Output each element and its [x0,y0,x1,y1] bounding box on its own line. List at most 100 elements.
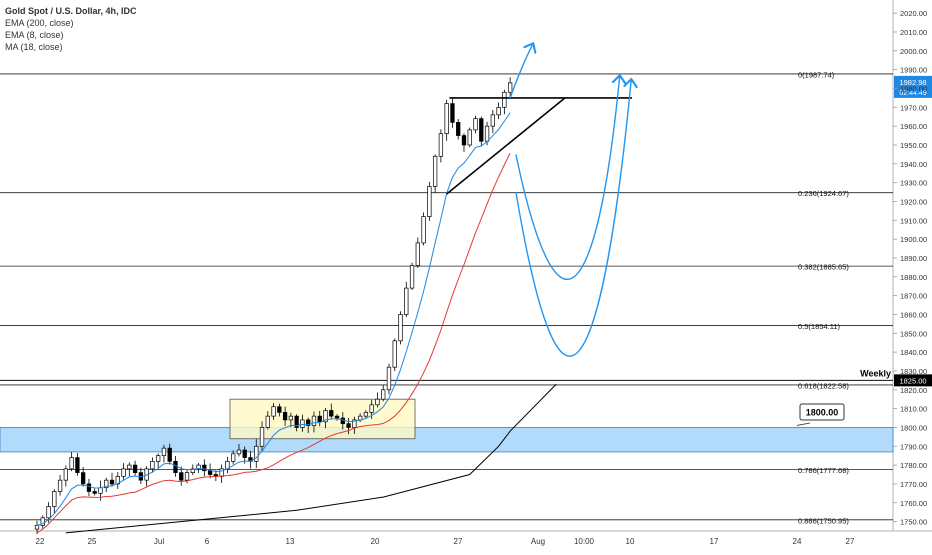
candle-body [317,415,322,423]
y-tick-label: 1770.00 [900,480,927,489]
candle-body [109,479,115,485]
candle-body [444,103,449,135]
candle-body [392,340,397,368]
legend-ma18: MA (18, close) [5,42,63,52]
x-tick-label: 20 [371,537,380,546]
candle-body [259,427,265,447]
candle-body [34,525,40,530]
y-tick-label: 1830.00 [900,367,927,376]
fib-label: 0.5(1854.11) [798,322,840,331]
candle-body [52,491,57,507]
y-tick-label: 1950.00 [900,141,927,150]
y-tick-label: 1780.00 [900,461,927,470]
ma18-line [36,152,511,534]
consolidation-box [229,398,416,440]
candle-body [265,415,270,428]
y-tick-label: 2010.00 [900,28,927,37]
candle-body [496,106,501,116]
x-tick-label: Aug [531,537,545,546]
y-tick-label: 1900.00 [900,235,927,244]
y-tick-label: 1930.00 [900,179,927,188]
y-tick-label: 1870.00 [900,292,927,301]
candle-body [473,118,478,131]
candle-body [438,133,444,157]
projections-layer [509,43,631,357]
candle-body [432,155,438,187]
candle-body [150,460,155,470]
zone-label-1800: 1800.00 [796,403,845,426]
x-tick-label: Jul [154,537,164,546]
candle-body [121,468,126,477]
x-tick-label: 17 [710,537,719,546]
candle-body [277,406,282,413]
y-tick-label: 1820.00 [900,386,927,395]
candle-body [288,415,294,421]
chart-legend: Gold Spot / U.S. Dollar, 4h, IDC EMA (20… [5,5,137,53]
candle-body [190,468,195,473]
candle-body [184,472,190,481]
y-tick-label: 1970.00 [900,103,927,112]
candle-body [202,464,207,472]
candle-body [46,506,51,519]
current-price-tag [894,75,932,98]
candle-body [467,129,472,146]
candle-body [329,410,334,417]
x-tick-label: 24 [793,537,802,546]
candle-body [86,483,92,492]
legend-symbol: Gold Spot / U.S. Dollar, 4h, IDC [5,6,137,16]
candle-body [69,457,74,470]
candle-body [479,118,484,142]
x-tick-label: 27 [454,537,463,546]
candle-body [75,457,80,473]
y-tick-label: 1980.00 [900,85,927,94]
candle-body [231,453,236,462]
legend-ema200: EMA (200, close) [5,18,74,28]
candle-body [127,464,132,470]
candle-body [271,406,276,417]
candle-body [132,464,138,473]
x-tick-label: 27 [846,537,855,546]
candle-body [340,417,345,425]
candle-body [461,135,467,146]
candle-body [179,472,184,481]
y-tick-label: 1880.00 [900,273,927,282]
weekly-price-tag [894,374,932,387]
support-zone [0,427,894,453]
candle-body [161,447,167,457]
y-tick-label: 1840.00 [900,348,927,357]
y-tick-label: 1750.00 [900,518,927,527]
axes-layer: 1982.98 02:44:49 1750.00 1760.00 1770.00 1780… [36,9,932,546]
candle-body [381,389,386,400]
x-tick-label: 13 [286,537,295,546]
candle-body [398,314,403,342]
fib-label: 0.618(1822.58) [798,381,849,390]
x-tick-label: 10 [626,537,635,546]
fib-label: 0.786(1777.68) [798,466,849,475]
zone-label-box [799,403,845,421]
candle-body [63,468,69,481]
candle-body [415,242,420,266]
y-tick-label: 1810.00 [900,405,927,414]
y-tick-label: 1890.00 [900,254,927,263]
fib-label: 0.886(1750.95) [798,516,849,525]
projection-breakout [509,43,533,99]
x-tick-label: 22 [36,537,45,546]
candle-body [173,460,178,473]
candle-body [300,419,305,428]
candle-body [502,91,507,108]
y-tick-label: 1790.00 [900,442,927,451]
candle-body [507,82,513,93]
triangle-pattern [446,97,632,195]
x-tick-label: 25 [88,537,97,546]
candle-body [156,455,161,462]
zone-label-pointer [796,422,811,426]
zones-layer: 1800.00 [0,398,894,453]
fib-label: 0(1987.74) [798,70,835,79]
y-tick-label: 1920.00 [900,197,927,206]
candle-body [311,415,317,426]
weekly-label: Weekly [860,368,891,378]
fib-label: 0.382(1885.65) [798,263,849,272]
